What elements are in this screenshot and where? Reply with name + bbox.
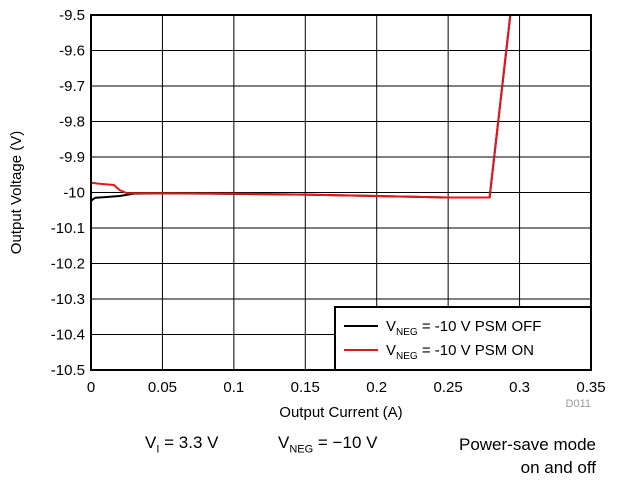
condition-mode-line1: Power-save mode (458, 435, 596, 454)
y-tick-label: -10.3 (51, 291, 85, 308)
y-tick-labels: -9.5 -9.6 -9.7 -9.8 -9.9 -10 -10.1 -10.2 -10.3 -1… (51, 7, 85, 379)
y-tick-label: -10 (63, 185, 85, 202)
y-tick-label: -9.7 (59, 78, 85, 95)
series-line-psm-on (90, 14, 512, 199)
series-lines (90, 14, 512, 203)
x-axis-label: Output Current (A) (279, 404, 402, 421)
condition-mode-line2: on and off (520, 458, 596, 477)
x-tick-label: 0.15 (291, 379, 320, 396)
condition-vi: VI = 3.3 V (145, 433, 219, 456)
y-tick-label: -10.4 (51, 327, 85, 344)
legend-box (334, 306, 592, 371)
x-tick-label: 0.25 (434, 379, 463, 396)
y-tick-label: -9.9 (59, 149, 85, 166)
legend: VNEG = -10 V PSM OFF VNEG = -10 V PSM ON (334, 306, 592, 371)
x-tick-label: 0.3 (509, 379, 530, 396)
y-tick-label: -10.2 (51, 256, 85, 273)
y-tick-label: -9.6 (59, 43, 85, 60)
y-tick-label: -9.8 (59, 114, 85, 131)
y-tick-label: -10.1 (51, 220, 85, 237)
y-axis-label: Output Voltage (V) (8, 131, 25, 254)
x-tick-labels: 0 0.05 0.1 0.15 0.2 0.25 0.3 0.35 (87, 379, 606, 396)
x-tick-label: 0.05 (148, 379, 177, 396)
condition-mode: Power-save mode on and off (459, 433, 596, 479)
y-tick-label: -9.5 (59, 7, 85, 24)
x-tick-label: 0.1 (223, 379, 244, 396)
y-tick-label: -10.5 (51, 362, 85, 379)
legend-label-psm-on: VNEG = -10 V PSM ON (386, 342, 534, 362)
figure-id-label: D011 (566, 398, 591, 410)
x-tick-label: 0.2 (366, 379, 387, 396)
legend-label-psm-off: VNEG = -10 V PSM OFF (386, 318, 541, 338)
series-line-psm-off (90, 14, 512, 203)
x-tick-label: 0.35 (576, 379, 605, 396)
x-tick-label: 0 (87, 379, 95, 396)
condition-vneg: VNEG = −10 V (278, 433, 378, 456)
